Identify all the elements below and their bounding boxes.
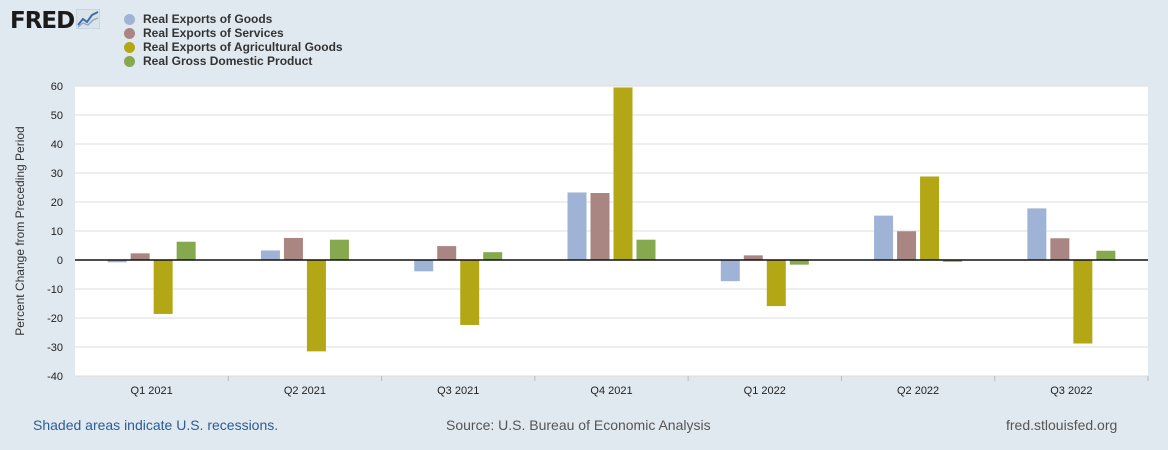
bar xyxy=(590,193,610,260)
legend-label-goods: Real Exports of Goods xyxy=(143,12,273,26)
legend-swatch-agricultural xyxy=(124,41,135,53)
y-tick-label: 60 xyxy=(51,81,63,93)
bar xyxy=(874,215,894,260)
x-tick-label: Q2 2022 xyxy=(897,385,939,397)
y-axis-label: Percent Change from Preceding Period xyxy=(13,126,27,335)
y-tick-label: 0 xyxy=(57,255,63,267)
bar xyxy=(1073,260,1093,344)
bar xyxy=(897,231,917,260)
site-link[interactable]: fred.stlouisfed.org xyxy=(1006,417,1118,433)
bar xyxy=(789,260,809,265)
bar xyxy=(636,239,656,260)
bar xyxy=(483,252,503,260)
source-note: Source: U.S. Bureau of Economic Analysis xyxy=(446,417,711,433)
y-tick-label: -30 xyxy=(47,342,63,354)
y-tick-label: 20 xyxy=(51,197,63,209)
bar xyxy=(1096,250,1116,260)
bar xyxy=(1027,208,1047,260)
bar xyxy=(1050,238,1070,260)
bar xyxy=(920,176,940,260)
legend-label-services: Real Exports of Services xyxy=(143,26,284,40)
y-tick-label: -10 xyxy=(47,284,63,296)
bar xyxy=(743,255,763,260)
bar xyxy=(613,87,633,260)
bar xyxy=(260,250,280,260)
bar xyxy=(720,260,740,282)
x-tick-label: Q3 2022 xyxy=(1050,385,1092,397)
x-tick-label: Q4 2021 xyxy=(590,385,632,397)
x-tick-label: Q2 2021 xyxy=(284,385,326,397)
legend-swatch-goods xyxy=(124,13,135,25)
legend-item-goods[interactable]: Real Exports of Goods xyxy=(124,12,343,26)
bar xyxy=(567,192,587,260)
bar xyxy=(414,260,434,272)
bar xyxy=(176,241,196,260)
legend-item-services[interactable]: Real Exports of Services xyxy=(124,26,343,40)
x-tick-label: Q3 2021 xyxy=(437,385,479,397)
x-tick-label: Q1 2022 xyxy=(744,385,786,397)
bar xyxy=(943,260,963,262)
bar xyxy=(130,253,150,260)
legend-label-agricultural: Real Exports of Agricultural Goods xyxy=(143,40,343,54)
y-tick-label: -40 xyxy=(47,371,63,383)
bar xyxy=(460,260,480,325)
bar xyxy=(107,260,127,263)
bar xyxy=(153,260,173,314)
bar xyxy=(329,239,349,260)
y-tick-label: 10 xyxy=(51,226,63,238)
fred-logo-text: FRED xyxy=(10,8,75,34)
bar xyxy=(283,237,303,260)
legend-swatch-services xyxy=(124,27,135,39)
y-tick-label: 30 xyxy=(51,168,63,180)
recession-note: Shaded areas indicate U.S. recessions. xyxy=(33,417,279,433)
bar xyxy=(437,246,457,260)
bar xyxy=(766,260,786,307)
chart-legend: Real Exports of Goods Real Exports of Se… xyxy=(124,12,343,68)
bar xyxy=(306,260,326,352)
legend-item-gdp[interactable]: Real Gross Domestic Product xyxy=(124,54,343,68)
y-tick-label: 40 xyxy=(51,139,63,151)
y-tick-label: -20 xyxy=(47,313,63,325)
legend-label-gdp: Real Gross Domestic Product xyxy=(143,54,313,68)
bar-chart: -40 -30 -20 -10 0 10 20 30 40 50 60 Q1 2021 Q2 2021 Q… xyxy=(13,81,1149,397)
x-tick-label: Q1 2021 xyxy=(131,385,173,397)
legend-swatch-gdp xyxy=(124,55,135,67)
y-tick-label: 50 xyxy=(51,110,63,122)
legend-item-agricultural[interactable]: Real Exports of Agricultural Goods xyxy=(124,40,343,54)
